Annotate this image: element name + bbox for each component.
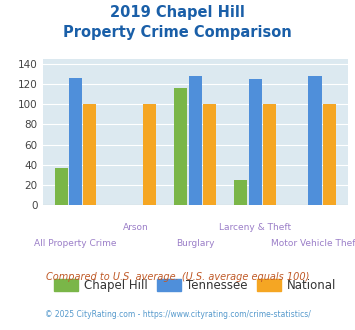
Bar: [83, 105, 97, 205]
Bar: [69, 79, 82, 205]
Bar: [143, 105, 156, 205]
Bar: [234, 180, 247, 205]
Text: Compared to U.S. average. (U.S. average equals 100): Compared to U.S. average. (U.S. average …: [46, 272, 309, 282]
Text: Arson: Arson: [122, 223, 148, 232]
Bar: [174, 88, 187, 205]
Legend: Chapel Hill, Tennessee, National: Chapel Hill, Tennessee, National: [49, 274, 341, 297]
Bar: [189, 77, 202, 205]
Bar: [308, 77, 322, 205]
Bar: [203, 105, 216, 205]
Text: All Property Crime: All Property Crime: [34, 239, 117, 248]
Bar: [55, 168, 68, 205]
Bar: [248, 80, 262, 205]
Text: Motor Vehicle Theft: Motor Vehicle Theft: [271, 239, 355, 248]
Text: Larceny & Theft: Larceny & Theft: [219, 223, 291, 232]
Text: Burglary: Burglary: [176, 239, 214, 248]
Bar: [323, 105, 336, 205]
Bar: [263, 105, 276, 205]
Text: 2019 Chapel Hill: 2019 Chapel Hill: [110, 5, 245, 20]
Text: © 2025 CityRating.com - https://www.cityrating.com/crime-statistics/: © 2025 CityRating.com - https://www.city…: [45, 310, 310, 319]
Text: Property Crime Comparison: Property Crime Comparison: [63, 25, 292, 40]
